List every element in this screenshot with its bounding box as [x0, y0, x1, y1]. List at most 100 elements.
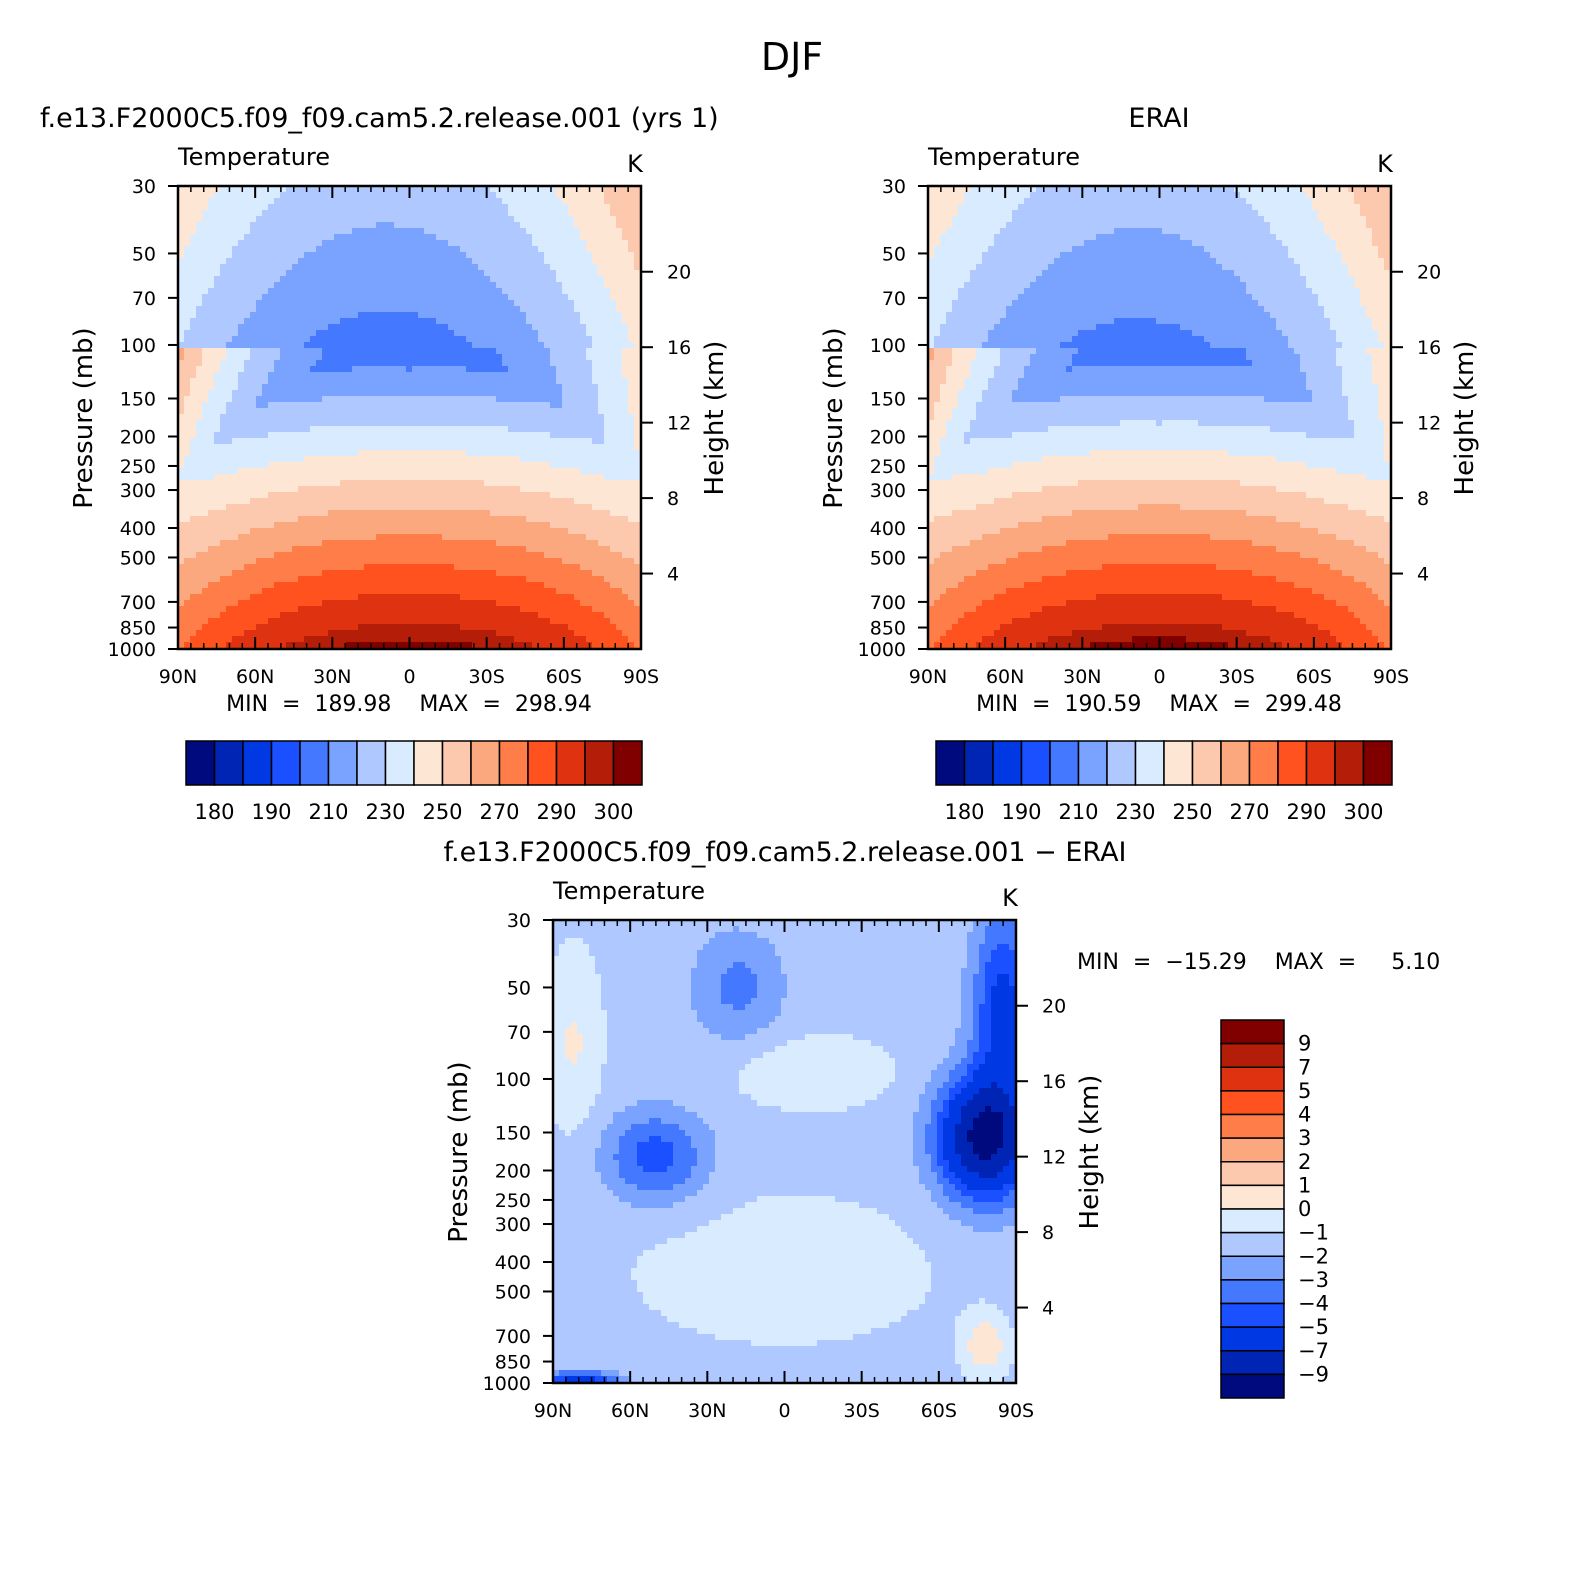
field-cell	[1372, 588, 1392, 595]
field-cell	[958, 294, 1019, 301]
field-cell	[586, 534, 642, 541]
field-cell	[568, 624, 617, 631]
field-cell	[928, 612, 965, 619]
field-cell	[1003, 1130, 1016, 1137]
field-cell	[553, 1256, 638, 1263]
field-cell	[961, 1058, 974, 1065]
field-cell	[1324, 306, 1367, 313]
field-cell	[994, 234, 1097, 241]
field-cell	[553, 1166, 596, 1173]
field-cell	[919, 1304, 968, 1311]
field-cell	[553, 1058, 572, 1065]
field-cell	[190, 384, 215, 391]
field-cell	[625, 1178, 686, 1185]
field-cell	[178, 468, 239, 475]
field-cell	[604, 276, 641, 283]
field-cell	[178, 270, 221, 277]
field-cell	[985, 926, 1017, 933]
field-cell	[985, 938, 1017, 945]
field-cell	[1378, 384, 1392, 391]
field-cell	[883, 1088, 926, 1095]
field-cell	[562, 390, 599, 397]
field-cell	[637, 1256, 926, 1263]
panel-model-stats: MIN = 189.98 MAX = 298.94	[226, 692, 592, 717]
field-cell	[178, 360, 203, 367]
colorbar-box	[270, 740, 301, 786]
field-cell	[709, 938, 770, 945]
field-cell	[628, 408, 642, 415]
field-cell	[931, 1076, 950, 1083]
field-cell	[928, 366, 947, 373]
field-cell	[697, 1148, 716, 1155]
field-cell	[958, 390, 983, 397]
field-cell	[1366, 222, 1392, 229]
field-cell	[553, 1196, 620, 1203]
field-cell	[1258, 300, 1319, 307]
field-cell	[928, 282, 965, 289]
field-cell	[928, 558, 935, 565]
field-cell	[352, 228, 425, 235]
y-tick-label: 50	[132, 243, 156, 265]
field-cell	[973, 926, 986, 933]
field-cell	[979, 1016, 992, 1023]
field-cell	[709, 1220, 896, 1227]
field-cell	[727, 968, 752, 975]
field-cell	[1384, 420, 1392, 427]
field-cell	[232, 336, 311, 343]
field-cell	[955, 1082, 968, 1089]
field-cell	[979, 968, 986, 975]
colorbar-box	[1220, 1279, 1285, 1305]
field-cell	[934, 402, 959, 409]
field-cell	[751, 998, 782, 1005]
field-cell	[1246, 198, 1313, 205]
field-cell	[178, 252, 185, 259]
field-cell	[316, 330, 455, 337]
field-cell	[991, 986, 1016, 993]
field-cell	[781, 1106, 848, 1113]
field-cell	[1048, 264, 1223, 271]
field-cell	[256, 402, 269, 409]
field-cell	[202, 402, 227, 409]
field-cell	[553, 974, 602, 981]
field-cell	[1270, 228, 1325, 235]
field-cell	[637, 1160, 674, 1167]
field-cell	[550, 462, 641, 469]
field-cell	[928, 582, 959, 589]
field-cell	[973, 974, 986, 981]
y-tick-label: 400	[870, 518, 906, 540]
field-cell	[937, 1178, 950, 1185]
field-cell	[1378, 336, 1392, 343]
field-cell	[1348, 408, 1379, 415]
field-cell	[943, 1184, 956, 1191]
field-cell	[526, 546, 611, 553]
field-cell	[952, 624, 1001, 631]
field-cell	[1180, 324, 1277, 331]
field-cell	[781, 1010, 962, 1017]
field-cell	[937, 1124, 944, 1131]
field-cell	[1354, 612, 1392, 619]
field-cell	[544, 252, 593, 259]
field-cell	[691, 974, 722, 981]
field-cell	[214, 378, 239, 385]
field-cell	[202, 216, 257, 223]
field-cell	[733, 1208, 878, 1215]
field-cell	[655, 1244, 920, 1251]
field-cell	[256, 216, 515, 223]
field-cell	[1300, 354, 1337, 361]
field-cell	[934, 642, 977, 649]
colorbar-box	[612, 740, 643, 786]
field-cell	[178, 546, 209, 553]
colorbar-label: 3	[1298, 1126, 1311, 1150]
field-cell	[1360, 210, 1392, 217]
field-cell	[604, 576, 642, 583]
field-cell	[1000, 354, 1031, 361]
field-cell	[1276, 486, 1392, 493]
x-tick-label: 60N	[236, 666, 274, 688]
field-cell	[952, 216, 1013, 223]
field-cell	[178, 576, 221, 583]
field-cell	[991, 956, 1016, 963]
field-cell	[550, 354, 587, 361]
field-cell	[925, 1148, 938, 1155]
field-cell	[178, 258, 227, 265]
colorbar-box	[1077, 740, 1108, 786]
